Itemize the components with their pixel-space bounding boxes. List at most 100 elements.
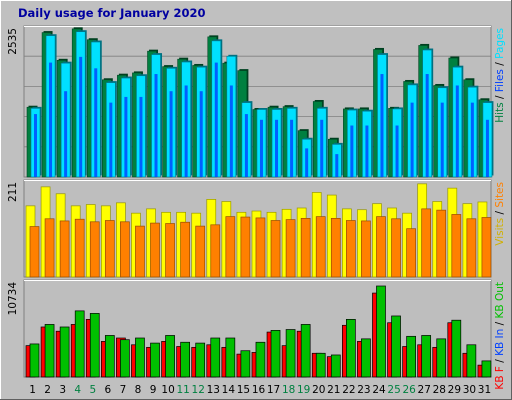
bar-kb-out	[421, 335, 432, 378]
x-tick-label: 18	[282, 384, 295, 396]
legend-entry: Sites	[494, 182, 506, 208]
legend-entry: /	[494, 92, 506, 102]
x-tick-label: 6	[105, 384, 112, 396]
bar-kb-out	[255, 341, 266, 378]
bar-kb-out	[391, 315, 401, 378]
panel-middle-y-max-label: 211	[7, 182, 19, 202]
bar-pages	[410, 102, 414, 177]
x-tick-label: 5	[89, 384, 96, 396]
x-tick-label: 4	[74, 384, 81, 396]
bar-sites	[44, 218, 55, 278]
x-tick-label: 31	[478, 384, 491, 396]
bar-kb-out	[120, 339, 130, 378]
bar-kb-out	[451, 319, 462, 378]
x-tick-label: 1	[29, 384, 36, 396]
bar-kb-out	[74, 310, 85, 378]
bar-pages	[169, 91, 173, 177]
legend-entry: KB Out	[494, 282, 506, 318]
bar-pages	[154, 74, 158, 177]
bar-pages	[79, 56, 83, 178]
x-tick-label: 13	[207, 384, 220, 396]
legend-entry: KB F	[494, 366, 506, 389]
x-tick-label: 10	[161, 384, 174, 396]
bar-pages	[290, 119, 294, 177]
bar-kb-out	[481, 360, 492, 378]
panel-bottom-legend: KB F / KB In / KB Out	[494, 282, 506, 390]
x-tick-label: 30	[463, 384, 476, 396]
x-tick-label: 23	[357, 384, 370, 396]
bar-sites	[270, 220, 281, 278]
bar-pages	[320, 119, 324, 177]
panel-top: 2535 Hits / Files / Pages	[7, 25, 506, 178]
x-tick-label: 26	[402, 384, 416, 396]
bar-kb-out	[104, 335, 115, 378]
x-tick-label: 8	[135, 384, 142, 396]
bar-sites	[120, 221, 130, 278]
bar-kb-out	[29, 343, 40, 378]
bar-sites	[255, 217, 266, 278]
bar-sites	[74, 218, 85, 278]
bar-kb-out	[346, 319, 356, 378]
bar-sites	[466, 218, 477, 278]
x-tick-label: 25	[387, 384, 400, 396]
panel-middle-legend: Visits / Sites	[494, 182, 506, 246]
bar-kb-out	[89, 313, 100, 378]
bar-sites	[165, 223, 175, 278]
chart-title: Daily usage for January 2020	[18, 6, 205, 20]
bar-pages	[229, 85, 233, 177]
x-tick-label: 11	[176, 384, 189, 396]
chart-panels: 2535 Hits / Files / Pages 211 Visits / Site…	[7, 25, 506, 390]
panel-bottom-y-max-label: 10734	[7, 282, 19, 316]
x-tick-label: 22	[342, 384, 355, 396]
x-tick-label: 9	[150, 384, 157, 396]
x-tick-label: 14	[222, 384, 236, 396]
x-tick-label: 20	[312, 384, 325, 396]
bar-sites	[361, 220, 371, 278]
x-tick-label: 24	[372, 384, 386, 396]
bar-pages	[184, 85, 188, 177]
bar-sites	[376, 216, 386, 278]
bar-kb-out	[59, 326, 70, 378]
bar-kb-out	[225, 337, 236, 378]
panel-middle: 211 Visits / Sites	[7, 179, 506, 278]
x-tick-label: 2	[44, 384, 51, 396]
x-tick-label: 7	[120, 384, 127, 396]
x-tick-label: 21	[327, 384, 340, 396]
legend-entry: Pages	[494, 28, 506, 59]
bar-kb-out	[135, 337, 145, 378]
panel-bottom: 10734 KB F / KB In / KB Out	[7, 279, 506, 390]
bar-kb-out	[44, 324, 55, 378]
bar-kb-out	[406, 335, 416, 378]
legend-entry: /	[494, 356, 506, 366]
bar-kb-out	[361, 338, 371, 378]
x-tick-label: 17	[267, 384, 280, 396]
bar-kb-out	[270, 330, 281, 378]
bar-pages	[365, 125, 369, 177]
bar-sites	[330, 217, 341, 278]
bar-sites	[406, 228, 416, 278]
bar-kb-out	[180, 341, 190, 378]
bar-pages	[34, 114, 37, 177]
bar-sites	[29, 226, 40, 278]
bar-sites	[346, 220, 356, 278]
legend-entry: Hits	[494, 102, 506, 122]
bar-pages	[109, 102, 113, 177]
bar-kb-out	[466, 344, 477, 378]
x-axis-labels: 1 2 3 4 5 6 7 8 9 10 11 12 13 14 15 16 17 18 19 20 21 22 23 24 2…	[29, 384, 491, 396]
bar-sites	[210, 224, 221, 278]
bar-pages	[350, 125, 354, 177]
bar-sites	[391, 218, 401, 278]
x-tick-label: 27	[418, 384, 431, 396]
x-tick-label: 29	[448, 384, 461, 396]
bar-sites	[300, 217, 311, 278]
bar-sites	[150, 222, 160, 278]
bar-kb-out	[300, 324, 311, 378]
bar-pages	[244, 114, 248, 177]
bar-pages	[139, 96, 143, 177]
bar-kb-out	[210, 337, 221, 378]
panel-top-legend: Hits / Files / Pages	[494, 28, 506, 123]
bar-pages	[64, 91, 68, 177]
bar-pages	[199, 91, 203, 177]
bar-sites	[89, 221, 100, 278]
